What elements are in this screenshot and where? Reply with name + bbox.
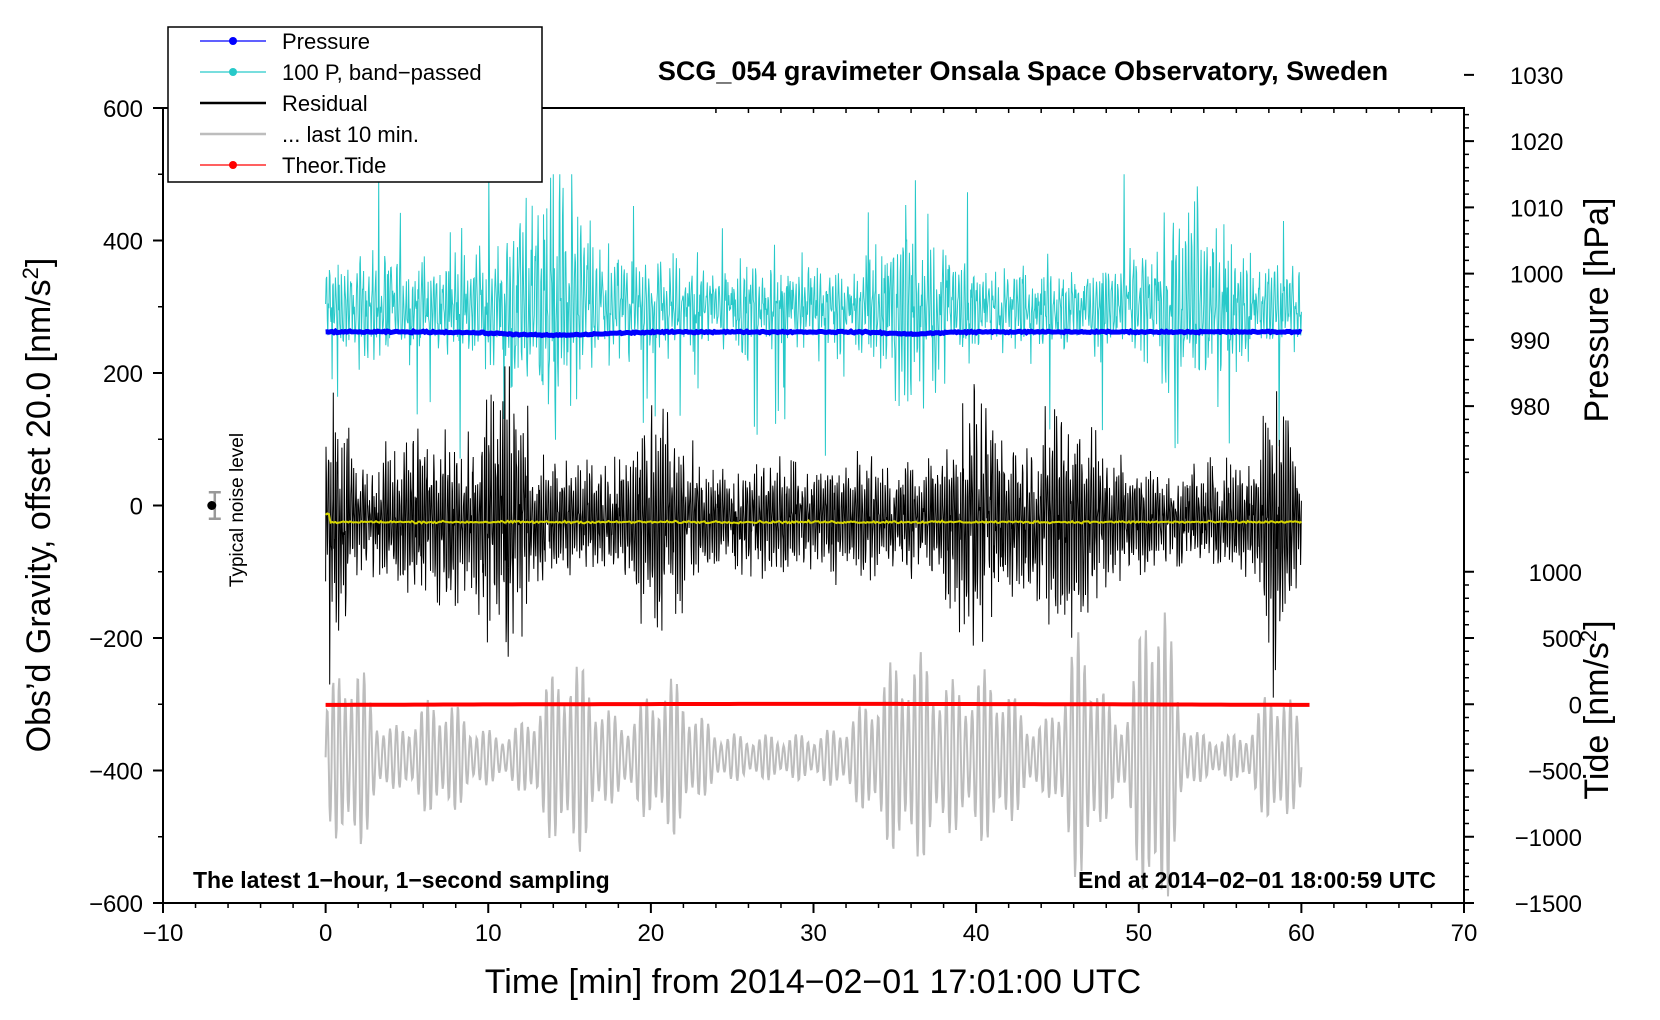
y-tick-label: −600	[89, 891, 143, 918]
tide-tick-label: −1000	[1515, 825, 1582, 852]
chart-title: SCG_054 gravimeter Onsala Space Observat…	[658, 56, 1388, 86]
y-axis-label: Obs’d Gravity, offset 20.0 [nm/s2]	[18, 258, 59, 753]
pressure-tick-label: 1000	[1510, 262, 1563, 289]
series-mean-residual	[324, 512, 1302, 525]
legend-label: Pressure	[282, 29, 370, 54]
x-tick-label: 40	[963, 920, 990, 947]
legend-label: Residual	[282, 91, 368, 116]
noise-marker	[207, 491, 221, 520]
pressure-tick-label: 1020	[1510, 129, 1563, 156]
legend-entries: Pressure 100 P, band−passed Residual ... la…	[200, 29, 482, 178]
x-tick-label: 0	[319, 920, 332, 947]
series-last-10-min	[324, 612, 1303, 897]
series-theor-tide	[325, 701, 1310, 707]
noise-dot	[207, 501, 217, 510]
pressure-tick-label: 990	[1510, 328, 1550, 355]
x-axis-label: Time [min] from 2014−02−01 17:01:00 UTC	[485, 963, 1141, 1001]
x-tick-label: 30	[800, 920, 827, 947]
tide-tick-label: 0	[1569, 692, 1582, 719]
y-tick-label: 400	[103, 229, 143, 256]
tide-tick-label: −500	[1528, 759, 1582, 786]
x-axis: −10 0 10 20 30 40 50 60 70	[143, 903, 1478, 947]
x-tick-label: 50	[1125, 920, 1152, 947]
x-tick-label: 70	[1451, 920, 1478, 947]
y-tick-label: −400	[89, 759, 143, 786]
pressure-tick-label: 1010	[1510, 195, 1563, 222]
legend-marker	[229, 161, 237, 169]
y-axis-label-sup: 2	[18, 267, 43, 279]
residual-line	[325, 366, 1302, 698]
legend-label: ... last 10 min.	[282, 122, 419, 147]
y-axis-left: 600 400 200 0 −200 −400 −600	[89, 96, 163, 918]
legend-label: 100 P, band−passed	[282, 60, 482, 85]
y-axis-label-close: ]	[20, 258, 58, 267]
tide-axis-label-close: ]	[1578, 620, 1616, 629]
y-tick-label: −200	[89, 626, 143, 653]
y-tick-label: 600	[103, 96, 143, 123]
x-tick-label: 60	[1288, 920, 1315, 947]
x-tick-label: 20	[638, 920, 665, 947]
series-residual	[325, 366, 1302, 698]
legend-marker	[229, 68, 237, 76]
y-axis-label-text: Obs’d Gravity, offset 20.0 [nm/s	[20, 279, 58, 752]
series-pressure	[325, 327, 1303, 339]
y-axis-pressure: 1030 1020 1010 1000 990 980	[1464, 63, 1563, 474]
annotation-bottom-right: End at 2014−02−01 18:00:59 UTC	[1078, 867, 1436, 893]
x-tick-label: −10	[143, 920, 184, 947]
tide-axis-label: Tide [nm/s2]	[1576, 620, 1617, 799]
legend-box	[167, 26, 543, 183]
top-minor-ticks	[715, 108, 1465, 113]
annotation-bottom-left: The latest 1−hour, 1−second sampling	[193, 867, 610, 893]
tide-axis-label-sup: 2	[1576, 630, 1601, 642]
series-band-passed-pressure	[325, 174, 1302, 459]
x-tick-label: 10	[475, 920, 502, 947]
legend: Pressure 100 P, band−passed Residual ... la…	[167, 26, 543, 183]
tide-tick-label: 1000	[1529, 560, 1582, 587]
tide-tick-label: 500	[1542, 626, 1582, 653]
pressure-tick-label: 1030	[1510, 63, 1563, 90]
theor-tide-line	[325, 701, 1310, 707]
last-10-min-line	[324, 612, 1303, 897]
pressure-axis-label: Pressure [hPa]	[1578, 198, 1616, 423]
pressure-line	[325, 327, 1303, 339]
y-axis-tide: 1000 500 0 −500 −1000 −1500	[1464, 560, 1582, 918]
y-tick-label: 0	[130, 494, 143, 521]
y-tick-label: 200	[103, 361, 143, 388]
pressure-tick-label: 980	[1510, 394, 1550, 421]
legend-marker	[229, 37, 237, 45]
noise-label: Typical noise level	[227, 433, 248, 587]
legend-label: Theor.Tide	[282, 153, 386, 178]
tide-axis-label-text: Tide [nm/s	[1578, 642, 1616, 799]
band-passed-line	[325, 174, 1302, 459]
tide-tick-label: −1500	[1515, 891, 1582, 918]
mean-residual-line	[324, 512, 1302, 525]
